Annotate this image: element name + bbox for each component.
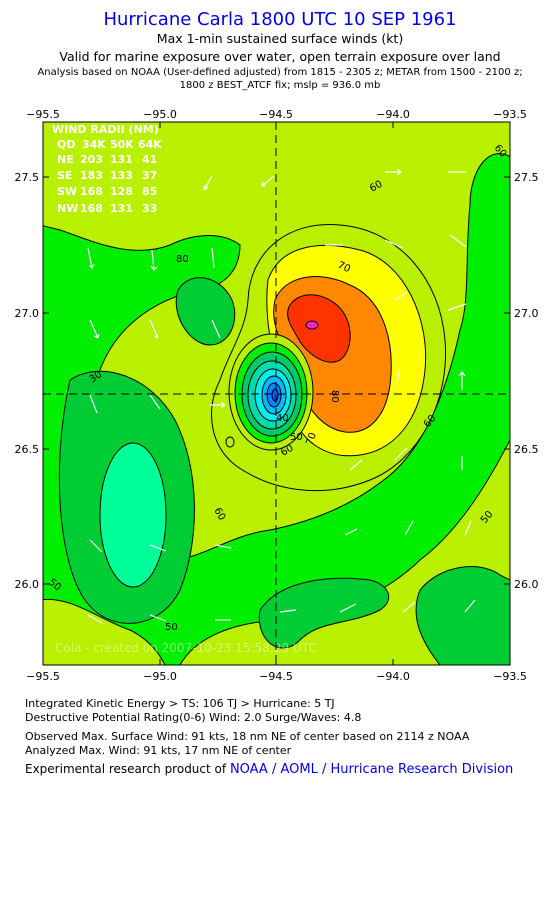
- svg-text:131: 131: [110, 153, 133, 166]
- contour-label: 70: [304, 431, 319, 447]
- wind-radii-row-ne: NE 203 131 41: [57, 153, 157, 166]
- lat-tick-label: 26.0: [15, 578, 40, 591]
- svg-text:128: 128: [110, 185, 133, 198]
- wind-radii-header-row: QD 34K 50K 64K: [57, 138, 162, 151]
- contour-labels: 30 50 50 60 50 60 80 60 60 70 70 80 40 5…: [46, 143, 508, 633]
- svg-text:33: 33: [142, 202, 157, 215]
- map-title: Hurricane Carla 1800 UTC 10 SEP 1961: [103, 9, 457, 30]
- footer-destructive-rating: Destructive Potential Rating(0-6) Wind: …: [25, 711, 362, 724]
- lat-tick-label: 26.5: [514, 443, 539, 456]
- lat-tick-label: 27.0: [514, 307, 539, 320]
- map-watermark: Cola - created on 2007-10-23 15:58:29 UT…: [55, 641, 317, 655]
- lon-tick-label: −94.5: [259, 670, 293, 683]
- lat-labels-left: 27.5 27.0 26.5 26.0: [15, 171, 40, 591]
- footer-credit: Experimental research product of NOAA / …: [25, 762, 513, 777]
- eye-rings: [228, 333, 314, 451]
- wind-radii-row-nw: NW 168 131 33: [57, 202, 157, 215]
- wind-band-90: [287, 294, 351, 363]
- lat-tick-label: 26.0: [514, 578, 539, 591]
- lon-labels-bottom: −95.5 −95.0 −94.5 −94.0 −93.5: [26, 670, 527, 683]
- svg-text:37: 37: [142, 169, 157, 182]
- map-subtitle-exposure: Valid for marine exposure over water, op…: [59, 49, 501, 64]
- svg-text:168: 168: [80, 202, 103, 215]
- lon-tick-label: −95.0: [143, 670, 177, 683]
- wind-radii-row-se: SE 183 133 37: [57, 169, 157, 182]
- hrd-link[interactable]: NOAA / AOML / Hurricane Research Divisio…: [229, 762, 514, 777]
- wind-radii-table: WIND RADII (NM) QD 34K 50K 64K NE 203 13…: [52, 123, 162, 215]
- svg-text:85: 85: [142, 185, 157, 198]
- svg-text:NW: NW: [57, 202, 78, 215]
- svg-text:50K: 50K: [110, 138, 134, 151]
- contour-label: 80: [176, 254, 189, 265]
- lon-labels-top: −95.5 −95.0 −94.5 −94.0 −93.5: [26, 108, 527, 121]
- lat-tick-label: 27.5: [514, 171, 539, 184]
- map-subtitle-sources: Analysis based on NOAA (User-defined adj…: [37, 67, 523, 78]
- contour-label: 80: [329, 390, 340, 403]
- svg-text:203: 203: [80, 153, 103, 166]
- lon-tick-label: −93.5: [493, 670, 527, 683]
- wind-peak-marker: [305, 320, 319, 330]
- footer-observed-max: Observed Max. Surface Wind: 91 kts, 18 n…: [25, 730, 470, 743]
- contour-label: 50: [290, 432, 303, 443]
- contour-label: 50: [165, 622, 178, 633]
- wind-field-map: Cola - created on 2007-10-23 15:58:29 UT…: [15, 108, 539, 683]
- lon-tick-label: −95.0: [143, 108, 177, 121]
- lat-tick-label: 27.0: [15, 307, 40, 320]
- contour-label: 70: [336, 260, 352, 275]
- wind-radii-title: WIND RADII (NM): [52, 123, 159, 136]
- lat-tick-label: 26.5: [15, 443, 40, 456]
- wind-vectors: [87, 168, 476, 624]
- map-subtitle-units: Max 1-min sustained surface winds (kt): [156, 31, 404, 46]
- svg-text:183: 183: [80, 169, 103, 182]
- svg-text:64K: 64K: [138, 138, 162, 151]
- svg-text:NE: NE: [57, 153, 74, 166]
- wind-radii-row-sw: SW 168 128 85: [57, 185, 157, 198]
- svg-text:34K: 34K: [82, 138, 106, 151]
- lat-labels-right: 27.5 27.0 26.5 26.0: [514, 171, 539, 591]
- svg-text:133: 133: [110, 169, 133, 182]
- lon-tick-label: −93.5: [493, 108, 527, 121]
- svg-text:41: 41: [142, 153, 157, 166]
- small-contour: [225, 436, 235, 448]
- svg-text:SW: SW: [57, 185, 77, 198]
- map-subtitle-fix: 1800 z BEST_ATCF fix; mslp = 936.0 mb: [179, 80, 381, 91]
- footer-credit-text: Experimental research product of: [25, 762, 227, 776]
- wind-contour-field: Cola - created on 2007-10-23 15:58:29 UT…: [43, 122, 510, 665]
- lon-tick-label: −94.0: [376, 670, 410, 683]
- axis-ticks: [43, 122, 510, 665]
- svg-text:168: 168: [80, 185, 103, 198]
- lon-tick-label: −94.0: [376, 108, 410, 121]
- footer-ike: Integrated Kinetic Energy > TS: 106 TJ >…: [25, 697, 335, 710]
- lat-tick-label: 27.5: [15, 171, 40, 184]
- wind-band-30: [99, 442, 167, 588]
- footer-analyzed-max: Analyzed Max. Wind: 91 kts, 17 nm NE of …: [25, 744, 292, 757]
- lon-tick-label: −95.5: [26, 108, 60, 121]
- svg-text:131: 131: [110, 202, 133, 215]
- svg-text:QD: QD: [57, 138, 75, 151]
- svg-text:SE: SE: [57, 169, 72, 182]
- lon-tick-label: −94.5: [259, 108, 293, 121]
- lon-tick-label: −95.5: [26, 670, 60, 683]
- contour-label: 40: [276, 413, 289, 424]
